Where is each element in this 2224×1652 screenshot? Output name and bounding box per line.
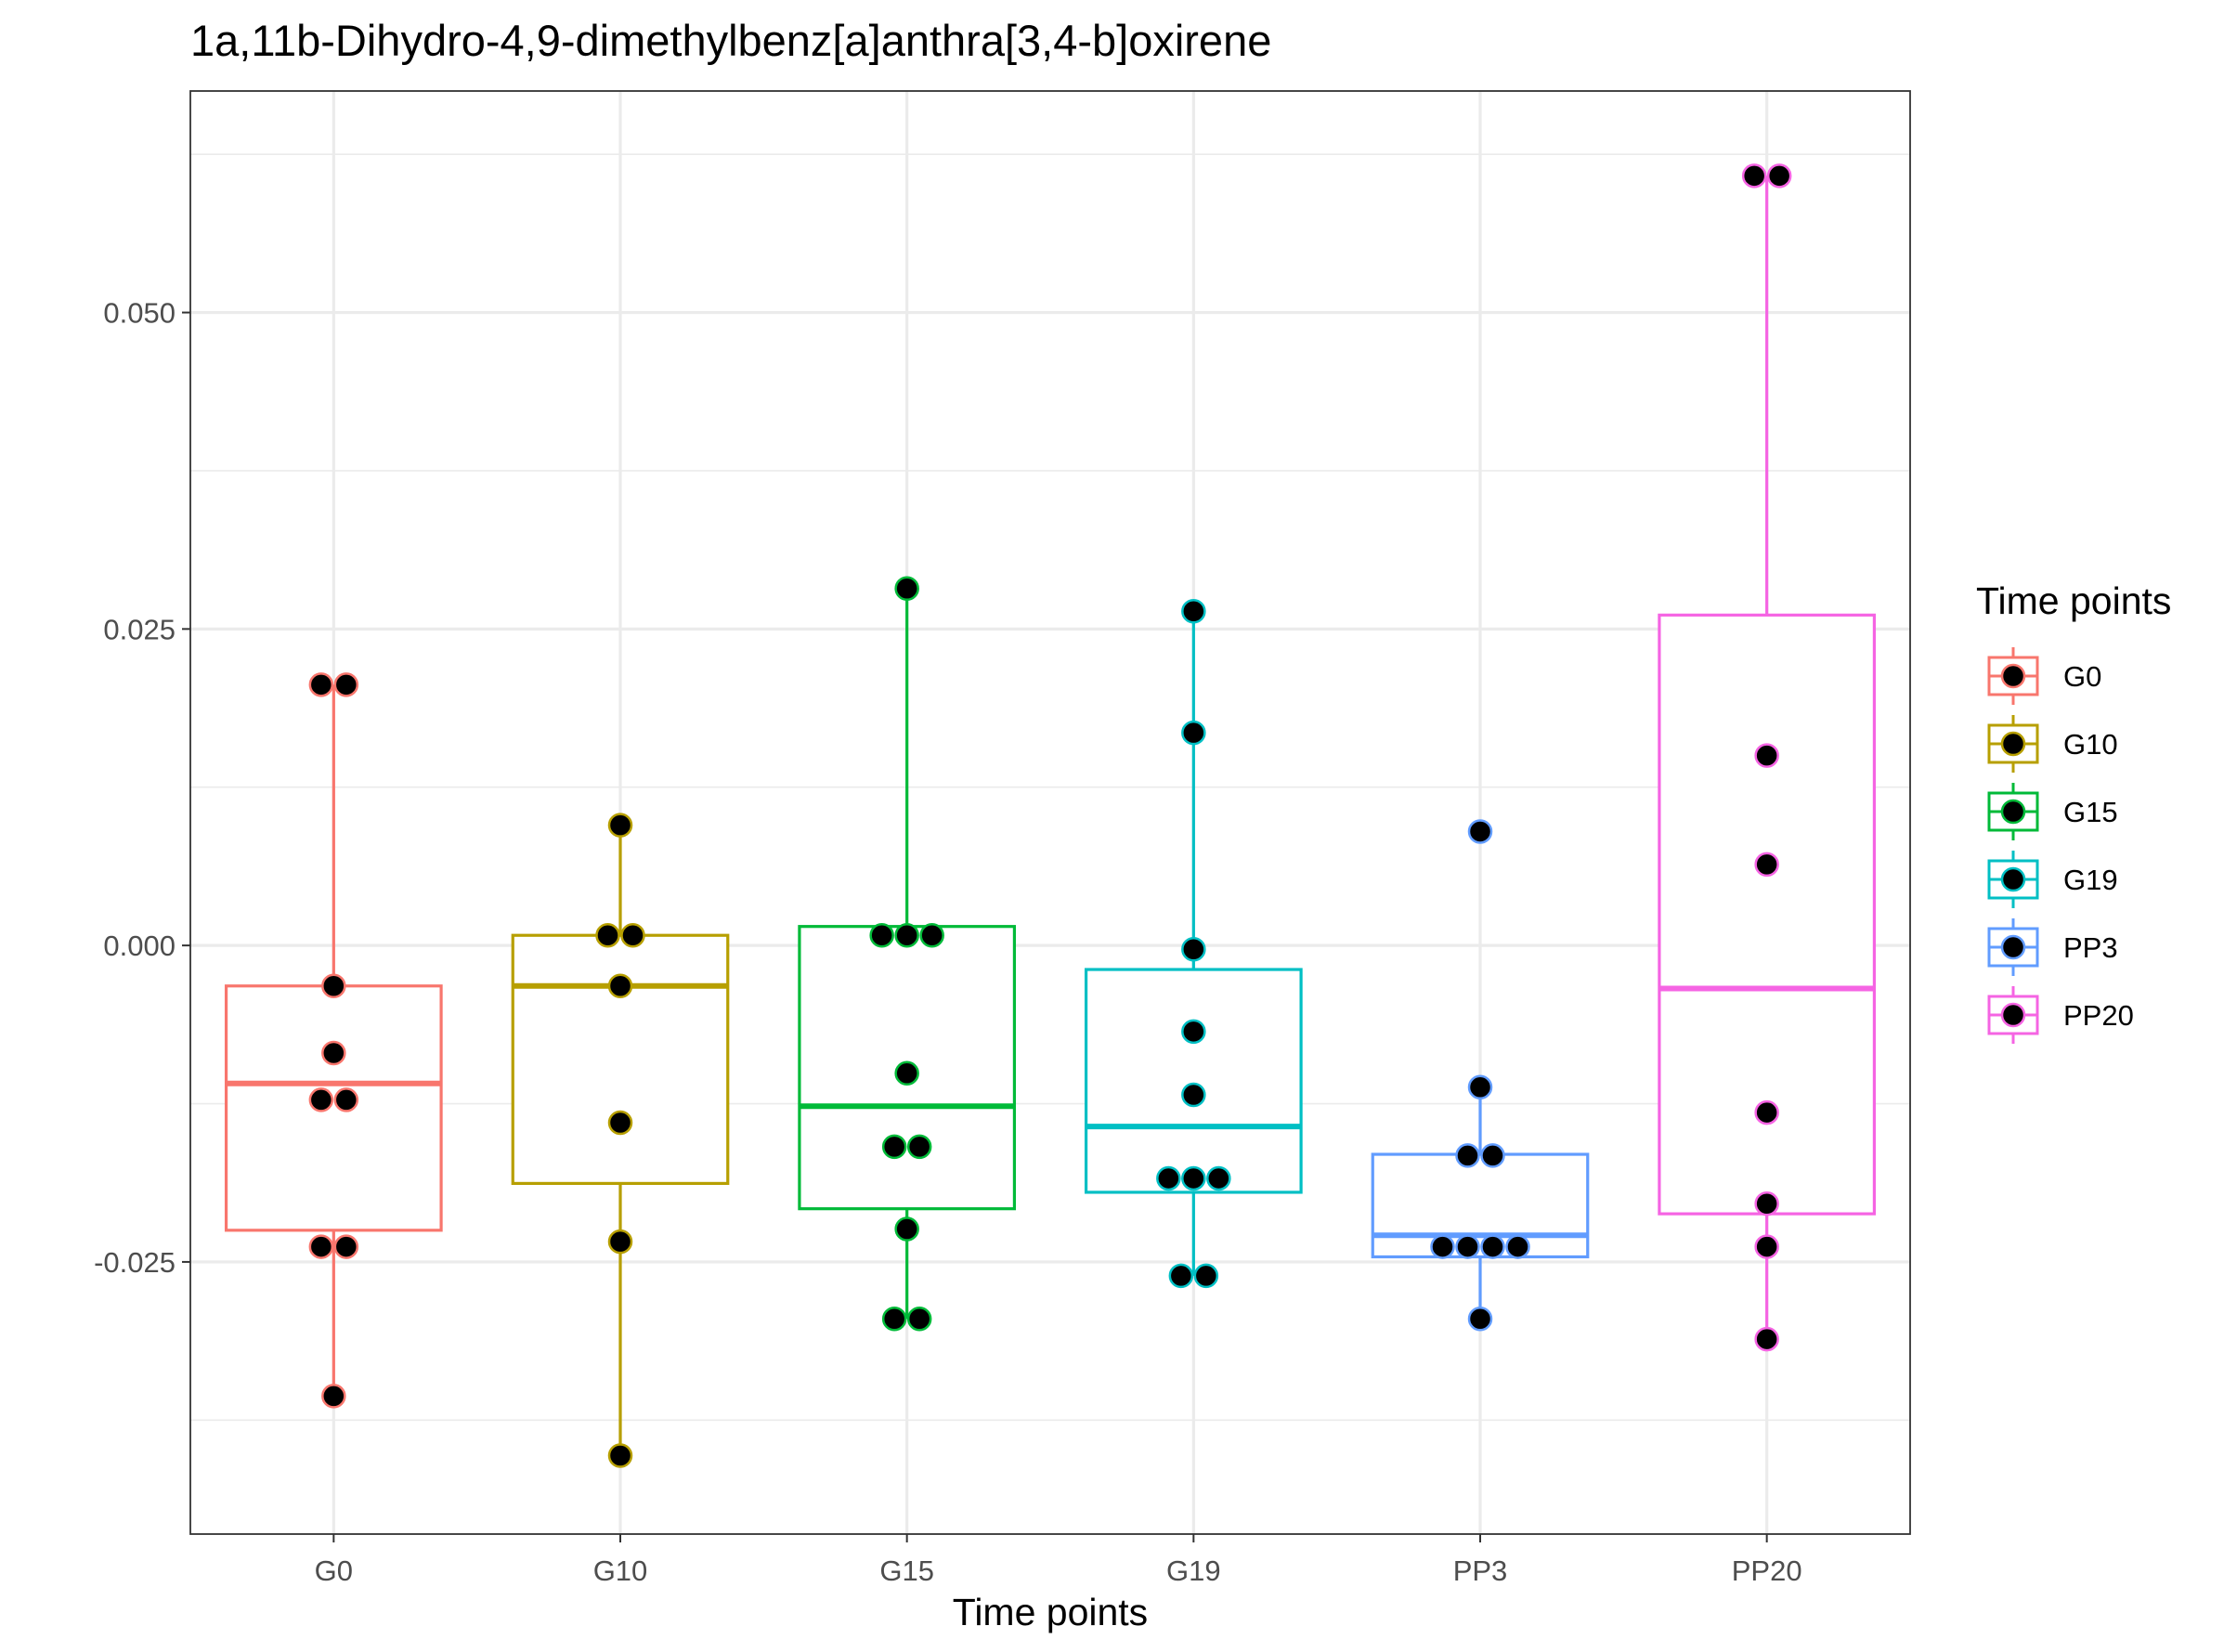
y-tick-label: 0.025 [103,613,176,645]
data-point [321,1384,346,1409]
data-point [919,922,944,948]
x-tick-label: G10 [593,1554,648,1587]
data-point [1480,1234,1505,1259]
data-point [1467,819,1493,844]
data-point [607,1443,633,1468]
legend-label: G19 [2063,864,2118,896]
data-point [894,576,919,601]
x-axis: G0 G10 G15 G19 PP3 PP20 [315,1534,1802,1587]
legend-key-point [2000,934,2026,960]
box-PP3 [1371,1152,1590,1259]
data-point [1766,163,1792,189]
x-tick-label: G0 [315,1554,353,1587]
data-point [595,922,620,948]
data-point [1754,1099,1779,1125]
data-point [881,1307,907,1332]
data-point [1181,1082,1206,1108]
data-point [1181,936,1206,962]
data-point [607,1229,633,1255]
legend-item-G0: G0 [1987,647,2101,705]
y-tick-label: 0.000 [103,930,176,962]
y-tick-label: -0.025 [94,1246,176,1279]
legend: Time points G0 G10 G15 G19 PP3 PP20 [1976,579,2171,1044]
data-point [1754,1326,1779,1352]
data-point [1754,1234,1779,1259]
data-point [1754,1190,1779,1216]
legend-item-PP20: PP20 [1987,986,2134,1044]
legend-label: G0 [2063,660,2101,693]
data-point [869,922,894,948]
data-point [1193,1263,1219,1289]
y-tick-label: 0.050 [103,297,176,330]
data-point [607,813,633,838]
data-point [1455,1234,1480,1259]
data-point [1754,743,1779,768]
x-tick-label: G19 [1166,1554,1221,1587]
legend-label: G10 [2063,728,2118,761]
data-point [321,973,346,999]
data-point [1181,1165,1206,1191]
x-tick-label: PP20 [1732,1554,1802,1587]
data-point [906,1134,932,1160]
chart-title: 1a,11b-Dihydro-4,9-dimethylbenz[a]anthra… [190,16,1271,65]
legend-label: PP20 [2063,999,2134,1032]
data-point [1181,599,1206,624]
data-point [1480,1143,1505,1168]
data-point [1741,163,1767,189]
data-point [881,1134,907,1160]
x-tick-label: G15 [879,1554,934,1587]
x-axis-title: Time points [953,1591,1148,1633]
data-point [1181,1019,1206,1045]
plot-border [189,90,1911,1535]
data-point [1156,1165,1181,1191]
legend-item-G15: G15 [1987,783,2118,840]
x-tick-label: PP3 [1453,1554,1508,1587]
legend-key-point [2000,663,2026,689]
data-point [607,973,633,999]
legend-item-G10: G10 [1987,715,2118,773]
data-point [333,1087,359,1112]
box-G19 [1084,968,1303,1194]
data-point [1168,1263,1194,1289]
data-point [1181,720,1206,746]
data-point [333,672,359,697]
data-point [1505,1234,1530,1259]
box-G0 [224,984,443,1232]
data-points [308,163,1792,1468]
box-G10 [511,933,730,1186]
legend-key-point [2000,866,2026,892]
legend-item-PP3: PP3 [1987,918,2118,976]
data-point [1455,1143,1480,1168]
data-point [894,1060,919,1086]
legend-label: PP3 [2063,931,2118,964]
data-point [894,922,919,948]
legend-item-G19: G19 [1987,851,2118,908]
data-point [1467,1074,1493,1100]
legend-key-point [2000,731,2026,757]
legend-label: G15 [2063,796,2118,828]
data-point [906,1307,932,1332]
data-point [1206,1165,1231,1191]
data-point [308,1087,334,1112]
data-point [1430,1234,1455,1259]
data-point [1467,1307,1493,1332]
data-point [1754,852,1779,878]
y-axis: -0.025 0.000 0.025 0.050 [94,297,190,1279]
data-point [321,1040,346,1066]
data-point [894,1216,919,1242]
data-point [620,922,645,948]
data-point [308,672,334,697]
legend-title: Time points [1976,579,2171,622]
data-point [333,1234,359,1259]
legend-key-point [2000,1002,2026,1028]
data-point [607,1110,633,1136]
data-point [308,1234,334,1259]
plot-panel [190,91,1910,1534]
legend-key-point [2000,799,2026,825]
